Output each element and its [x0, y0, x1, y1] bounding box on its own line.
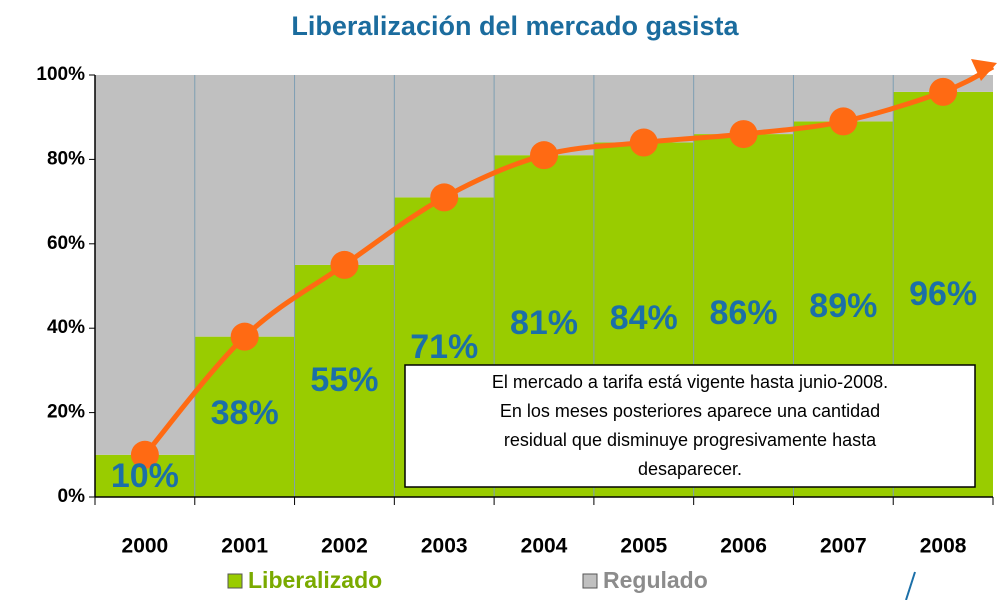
y-tick-label: 0%	[58, 486, 86, 507]
trend-dot	[929, 77, 958, 106]
bar-segment	[194, 336, 295, 497]
legend-label: Regulado	[603, 567, 708, 593]
y-tick-label: 60%	[47, 233, 85, 254]
value-label: 81%	[510, 304, 578, 342]
decor-line	[905, 571, 916, 600]
legend-swatch	[227, 573, 243, 589]
annotation-box	[404, 364, 976, 488]
y-tick-label: 20%	[47, 402, 85, 423]
bar-segment	[95, 75, 195, 455]
bar-segment	[294, 75, 395, 265]
legend-swatch	[582, 573, 598, 589]
annotation-text: En los meses posteriores aparece una can…	[500, 401, 880, 421]
trend-dot	[530, 141, 558, 170]
trend-dot	[330, 250, 359, 279]
x-tick-label: 2005	[620, 535, 667, 558]
annotation-text: El mercado a tarifa está vigente hasta j…	[492, 372, 888, 392]
chart-title: Liberalización del mercado gasista	[291, 11, 739, 41]
x-tick-label: 2000	[122, 535, 169, 558]
trend-dot	[629, 128, 658, 157]
x-tick-label: 2001	[221, 535, 268, 558]
x-tick-label: 2007	[820, 535, 867, 558]
trend-dot	[829, 107, 858, 136]
bar-segment	[394, 75, 495, 198]
value-label: 89%	[809, 287, 877, 325]
legend-label: Liberalizado	[248, 567, 382, 593]
bar-segment	[294, 264, 395, 497]
x-tick-label: 2006	[720, 535, 767, 558]
value-label: 84%	[610, 299, 678, 337]
x-tick-label: 2004	[521, 535, 568, 558]
annotation-text: desaparecer.	[638, 459, 742, 479]
trend-curve	[142, 64, 995, 457]
x-tick-label: 2002	[321, 535, 368, 558]
trend-dot	[130, 440, 159, 469]
y-tick-label: 40%	[47, 317, 85, 338]
value-label: 96%	[909, 275, 977, 313]
y-tick-label: 100%	[36, 64, 85, 85]
value-label: 38%	[211, 394, 279, 432]
y-tick-label: 80%	[47, 148, 85, 169]
trend-dot	[729, 120, 758, 149]
annotation-text: residual que disminuye progresivamente h…	[504, 430, 877, 450]
value-label: 86%	[710, 294, 778, 332]
x-tick-label: 2008	[920, 535, 967, 558]
trend-dot	[230, 322, 259, 351]
x-tick-label: 2003	[421, 535, 468, 558]
bar-segment	[194, 75, 295, 337]
trend-arrow	[971, 59, 997, 81]
value-label: 10%	[111, 457, 179, 495]
value-label: 71%	[410, 328, 478, 366]
value-label: 55%	[310, 361, 378, 399]
trend-dot	[430, 183, 459, 212]
